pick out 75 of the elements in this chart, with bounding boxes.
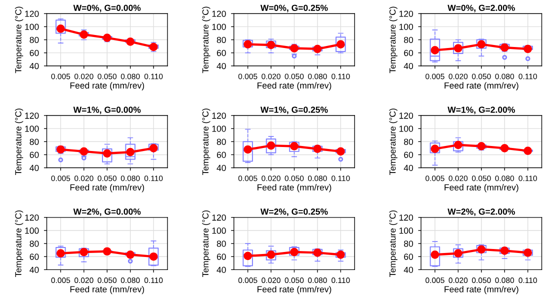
y-tick-label: 120 — [399, 214, 414, 221]
y-tick-label: 80 — [404, 240, 414, 247]
y-axis-title: Temperature (°C) — [389, 6, 398, 74]
y-axis-title: Temperature (°C) — [14, 6, 24, 74]
x-axis-title: Feed rate (mm/rev) — [258, 184, 332, 192]
y-tick-label: 120 — [25, 214, 39, 221]
x-axis-title: Feed rate (mm/rev) — [258, 286, 332, 294]
y-tick-label: 60 — [216, 254, 226, 260]
y-axis-title: Temperature (°C) — [14, 108, 24, 176]
y-tick-label: 120 — [212, 10, 226, 17]
chart-title: W=1%, G=2.00% — [448, 106, 515, 114]
y-tick-label: 80 — [404, 138, 414, 145]
x-axis-title: Feed rate (mm/rev) — [258, 82, 332, 90]
y-tick-label: 80 — [30, 240, 39, 247]
chart-title: W=2%, G=0.00% — [73, 208, 141, 216]
y-tick-label: 80 — [30, 138, 39, 145]
y-tick-label: 100 — [25, 126, 39, 132]
y-tick-label: 100 — [399, 24, 414, 30]
chart-title: W=0%, G=2.00% — [448, 4, 515, 12]
point — [102, 34, 112, 42]
y-tick-label: 40 — [404, 266, 414, 273]
chart-title: W=0%, G=0.25% — [260, 4, 328, 12]
x-axis-title: Feed rate (mm/rev) — [444, 82, 518, 90]
y-tick-label: 40 — [216, 164, 226, 172]
y-tick-label: 120 — [25, 10, 39, 17]
chart-title: W=2%, G=2.00% — [448, 208, 515, 216]
chart-title: W=1%, G=0.25% — [260, 106, 328, 114]
y-tick-label: 120 — [25, 112, 39, 119]
y-tick-label: 40 — [30, 266, 39, 273]
y-tick-label: 40 — [30, 164, 39, 172]
y-tick-label: 100 — [399, 126, 414, 132]
x-axis-title: Feed rate (mm/rev) — [70, 286, 144, 294]
x-axis-title: Feed rate (mm/rev) — [444, 286, 518, 294]
y-tick-label: 60 — [30, 152, 39, 158]
y-tick-label: 80 — [216, 36, 226, 44]
y-axis-title: Temperature (°C) — [14, 210, 24, 277]
y-tick-label: 100 — [212, 126, 226, 132]
y-tick-label: 80 — [30, 36, 39, 44]
point — [524, 44, 532, 54]
y-tick-label: 80 — [216, 240, 226, 247]
y-tick-label: 60 — [216, 152, 226, 158]
y-tick-label: 60 — [30, 254, 39, 260]
y-tick-label: 100 — [25, 228, 39, 234]
x-axis-title: Feed rate (mm/rev) — [444, 184, 518, 192]
y-axis-title: Temperature (°C) — [202, 108, 210, 176]
y-tick-label: 40 — [404, 164, 414, 172]
y-tick-label: 40 — [216, 62, 226, 70]
y-axis-title: Temperature (°C) — [202, 6, 210, 74]
y-axis-title: Temperature (°C) — [202, 210, 210, 277]
y-tick-label: 120 — [212, 112, 226, 119]
y-tick-label: 40 — [216, 266, 226, 273]
y-tick-label: 60 — [404, 254, 414, 260]
y-axis-title: Temperature (°C) — [389, 210, 398, 277]
y-tick-label: 120 — [399, 10, 414, 17]
x-axis-title: Feed rate (mm/rev) — [70, 82, 144, 90]
chart-title: W=0%, G=0.00% — [73, 4, 141, 12]
y-axis-title: Temperature (°C) — [389, 108, 398, 176]
y-tick-label: 100 — [25, 24, 39, 30]
y-tick-label: 40 — [404, 62, 414, 70]
x-axis-title: Feed rate (mm/rev) — [70, 184, 144, 192]
y-tick-label: 60 — [216, 50, 226, 56]
y-tick-label: 60 — [404, 50, 414, 56]
y-tick-label: 120 — [212, 214, 226, 221]
y-tick-label: 80 — [216, 138, 226, 145]
point — [126, 38, 134, 46]
y-tick-label: 80 — [404, 36, 414, 44]
y-tick-label: 40 — [30, 62, 39, 70]
y-tick-label: 60 — [30, 50, 39, 56]
y-tick-label: 60 — [404, 152, 414, 158]
y-tick-label: 100 — [212, 228, 226, 234]
chart-title: W=1%, G=0.00% — [73, 106, 141, 114]
y-tick-label: 100 — [399, 228, 414, 234]
chart-title: W=2%, G=0.25% — [260, 208, 328, 216]
y-tick-label: 120 — [399, 112, 414, 119]
y-tick-label: 100 — [212, 24, 226, 30]
